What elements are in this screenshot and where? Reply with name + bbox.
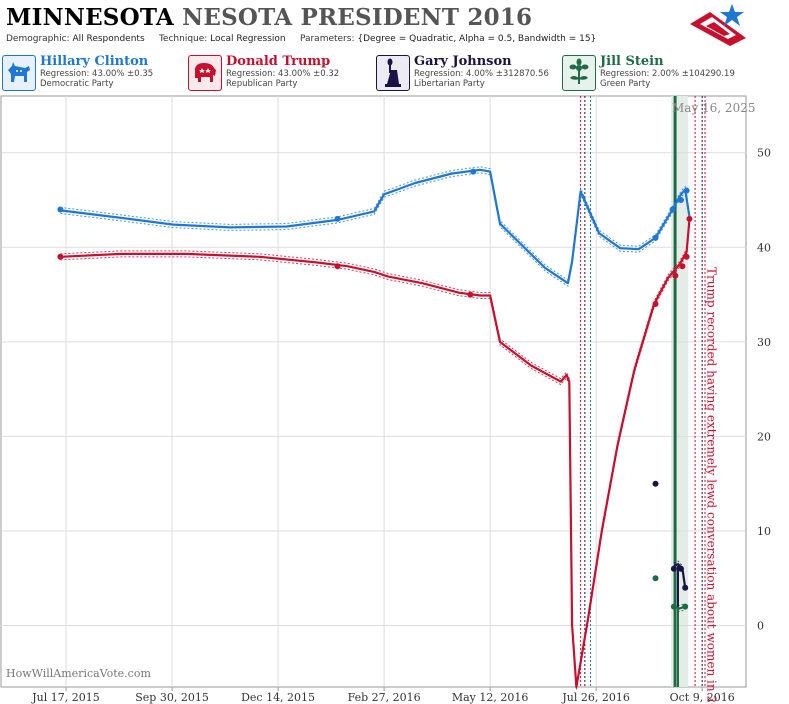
date-label: May 16, 2025 [672, 101, 755, 115]
donald-trump-poll-point [672, 272, 679, 279]
green-flower-icon [562, 55, 596, 91]
y-tick-label: 50 [757, 147, 771, 160]
x-tick-label: Jul 17, 2015 [31, 691, 100, 704]
hillary-clinton-poll-point [669, 206, 676, 213]
donald-trump-poll-point [686, 215, 693, 222]
y-tick-label: 40 [757, 241, 771, 254]
y-tick-label: 30 [757, 336, 771, 349]
donald-trump-poll-point [334, 263, 341, 270]
hillary-clinton-poll-point [683, 187, 690, 194]
title-bar: MINNESOTA NESOTA PRESIDENT 2016 Demograp… [0, 0, 789, 50]
candidate-party: Democratic Party [40, 79, 114, 89]
gary-johnson-poll-point [652, 480, 659, 487]
technique-label: Technique: [158, 34, 208, 44]
candidate-name: Donald Trump [226, 54, 331, 69]
gary-johnson-poll-point [682, 584, 689, 591]
watermark: HowWillAmericaVote.com [6, 667, 151, 680]
x-tick-label: Dec 14, 2015 [241, 691, 315, 704]
event-annotation: Trump recorded having extremely lewd con… [704, 267, 718, 704]
parameters-label: Parameters: [299, 34, 355, 44]
donkey-icon [2, 55, 36, 91]
candidate-party: Libertarian Party [414, 79, 485, 89]
poll-chart: 0 10 20 30 40 50 Jul 17, 2015 Sep 30, 2015 Dec 1… [0, 95, 771, 704]
candidate-name: Gary Johnson [414, 54, 512, 69]
hillary-clinton-poll-point [677, 197, 684, 204]
candidate-party: Green Party [600, 79, 651, 89]
hillary-clinton-upper-band [60, 166, 690, 282]
x-tick-label: May 12, 2016 [452, 691, 529, 704]
candidate-regression: Regression: 2.00% ±104290.19 [600, 69, 735, 79]
y-tick-label: 10 [757, 525, 771, 538]
title-rest: NESOTA PRESIDENT 2016 [182, 4, 533, 31]
candidate-name: Jill Stein [600, 54, 664, 69]
y-tick-label: 0 [757, 620, 764, 633]
gary-johnson-poll-point [670, 565, 677, 572]
y-tick-label: 20 [757, 430, 771, 443]
hillary-clinton-poll-point [470, 168, 477, 175]
x-tick-label: Jul 26, 2016 [561, 691, 630, 704]
candidate-name: Hillary Clinton [40, 54, 149, 69]
hillary-clinton-poll-point [652, 234, 659, 241]
jill-stein-poll-point [670, 603, 677, 610]
candidate-card-trump[interactable]: Donald Trump Regression: 43.00% ±0.32 Re… [188, 53, 366, 91]
jill-stein-lower-band [673, 609, 686, 613]
candidate-party: Republican Party [226, 79, 298, 89]
plot-frame [0, 95, 747, 688]
candidate-regression: Regression: 43.00% ±0.35 [40, 69, 154, 79]
jill-stein-upper-band [673, 603, 686, 607]
page-title: MINNESOTA NESOTA PRESIDENT 2016 [6, 4, 532, 31]
technique-value: Local Regression [210, 34, 286, 44]
candidate-regression: Regression: 4.00% ±312870.56 [414, 69, 549, 79]
elephant-icon [188, 55, 222, 91]
donald-trump-poll-point [467, 291, 474, 298]
liberty-torch-icon [376, 55, 410, 91]
demographic-value: All Respondents [72, 34, 145, 44]
donald-trump-poll-point [652, 301, 659, 308]
donald-trump-trend-line [60, 218, 691, 689]
candidate-card-clinton[interactable]: Hillary Clinton Regression: 43.00% ±0.35… [2, 53, 180, 91]
gary-johnson-poll-point [677, 565, 684, 572]
x-tick-label: Sep 30, 2015 [135, 691, 209, 704]
donald-trump-poll-point [679, 263, 686, 270]
candidate-regression: Regression: 43.00% ±0.32 [226, 69, 340, 79]
demographic-label: Demographic: [6, 34, 70, 44]
site-logo-icon [690, 4, 746, 46]
jill-stein-poll-point [652, 575, 659, 582]
candidate-card-stein[interactable]: Jill Stein Regression: 2.00% ±104290.19 … [562, 53, 740, 91]
candidate-card-johnson[interactable]: Gary Johnson Regression: 4.00% ±312870.5… [376, 53, 554, 91]
hillary-clinton-poll-point [57, 206, 64, 213]
candidate-legend: Hillary Clinton Regression: 43.00% ±0.35… [0, 53, 789, 95]
jill-stein-poll-point [682, 603, 689, 610]
parameters-line: Demographic: All Respondents Technique: … [6, 34, 596, 44]
parameters-value: {Degree = Quadratic, Alpha = 0.5, Bandwi… [357, 34, 597, 44]
title-state: MINNESOTA [6, 4, 174, 31]
x-tick-label: Feb 27, 2016 [348, 691, 421, 704]
x-tick-label: Oct 9, 2016 [670, 691, 735, 704]
donald-trump-poll-point [683, 253, 690, 260]
donald-trump-poll-point [57, 253, 64, 260]
hillary-clinton-poll-point [334, 215, 341, 222]
